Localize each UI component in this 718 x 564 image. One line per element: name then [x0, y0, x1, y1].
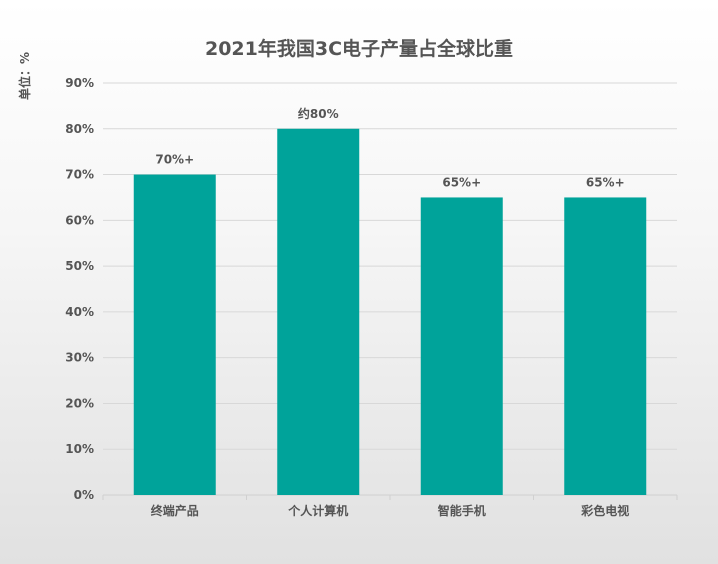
y-tick-label: 70%	[65, 168, 94, 182]
chart-title: 2021年我国3C电子产量占全球比重	[204, 38, 514, 60]
y-tick-label: 40%	[65, 305, 94, 319]
y-tick-label: 30%	[65, 351, 94, 365]
x-tick-label: 彩色电视	[580, 503, 629, 518]
data-label: 70%+	[155, 153, 194, 167]
data-label: 约80%	[298, 106, 339, 121]
y-tick-label: 90%	[65, 76, 94, 90]
y-tick-label: 20%	[65, 396, 94, 410]
bar	[277, 128, 360, 495]
y-tick-label: 50%	[65, 259, 94, 273]
y-tick-label: 60%	[65, 213, 94, 227]
x-tick-label: 终端产品	[151, 503, 199, 518]
bar	[133, 174, 216, 496]
x-tick-label: 智能手机	[437, 503, 486, 518]
y-tick-label: 10%	[65, 442, 94, 456]
y-tick-label: 0%	[74, 488, 94, 502]
bar	[564, 197, 647, 495]
data-label: 65%+	[442, 175, 481, 189]
data-label: 65%+	[586, 175, 625, 189]
x-tick-label: 个人计算机	[287, 503, 348, 518]
y-tick-label: 80%	[65, 122, 94, 136]
bar	[420, 197, 503, 495]
